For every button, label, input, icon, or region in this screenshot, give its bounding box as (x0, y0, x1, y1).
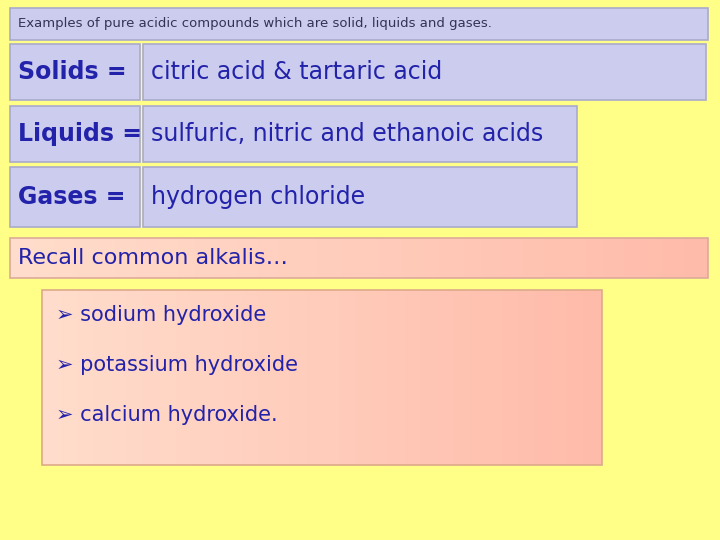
Text: Liquids =: Liquids = (18, 122, 150, 146)
FancyBboxPatch shape (10, 8, 708, 40)
FancyBboxPatch shape (10, 167, 140, 227)
FancyBboxPatch shape (143, 167, 577, 227)
Text: ➢ sodium hydroxide: ➢ sodium hydroxide (56, 305, 266, 325)
Text: Examples of pure acidic compounds which are solid, liquids and gases.: Examples of pure acidic compounds which … (18, 17, 492, 30)
FancyBboxPatch shape (10, 44, 140, 100)
FancyBboxPatch shape (10, 106, 140, 162)
FancyBboxPatch shape (143, 106, 577, 162)
Text: ➢ potassium hydroxide: ➢ potassium hydroxide (56, 355, 298, 375)
Text: sulfuric, nitric and ethanoic acids: sulfuric, nitric and ethanoic acids (151, 122, 544, 146)
Text: Gases =: Gases = (18, 185, 134, 209)
Text: Solids =: Solids = (18, 60, 135, 84)
Text: Recall common alkalis…: Recall common alkalis… (18, 248, 288, 268)
Text: ➢ calcium hydroxide.: ➢ calcium hydroxide. (56, 405, 278, 425)
Text: citric acid & tartaric acid: citric acid & tartaric acid (151, 60, 442, 84)
FancyBboxPatch shape (143, 44, 706, 100)
Text: hydrogen chloride: hydrogen chloride (151, 185, 365, 209)
